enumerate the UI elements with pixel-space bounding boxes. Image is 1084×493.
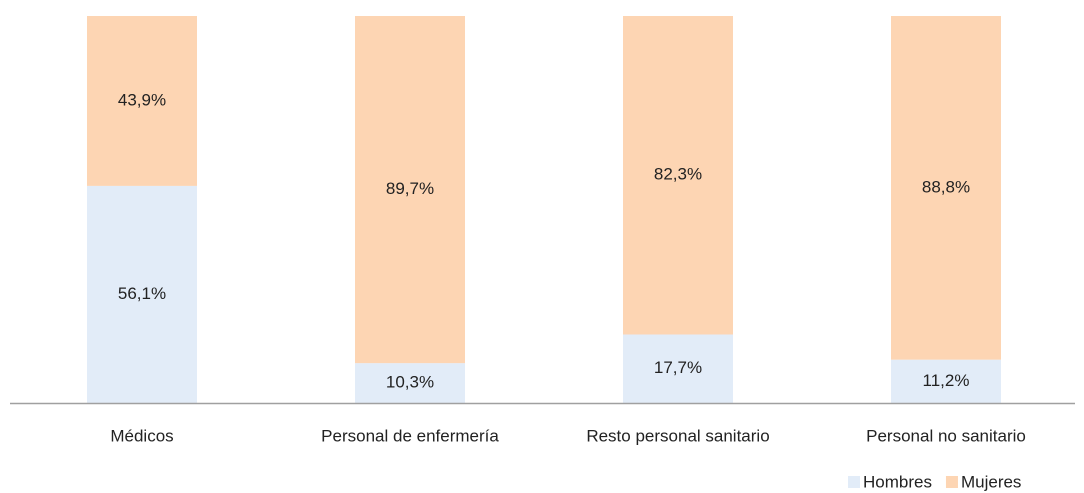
bar-segment: [87, 185, 197, 403]
value-label: 82,3%: [654, 165, 702, 184]
value-label: 11,2%: [923, 371, 970, 390]
value-label: 89,7%: [386, 179, 434, 198]
bar-segment: [87, 16, 197, 186]
value-label: 88,8%: [922, 177, 970, 196]
value-label: 43,9%: [118, 90, 166, 109]
bar-segment: [891, 359, 1001, 403]
bar-segment: [623, 334, 733, 403]
value-label: 10,3%: [386, 373, 434, 392]
bar-segment: [355, 363, 465, 403]
legend-swatch: [945, 476, 958, 488]
bar-segment: [623, 16, 733, 335]
x-tick-label: Resto personal sanitario: [586, 426, 769, 445]
x-tick-label: Personal de enfermería: [321, 426, 499, 445]
bar-segment: [891, 16, 1001, 360]
value-label: 56,1%: [118, 284, 166, 303]
legend-swatch: [848, 476, 860, 488]
x-tick-label: Personal no sanitario: [866, 426, 1026, 445]
legend-label: Mujeres: [961, 472, 1021, 491]
x-tick-label: Médicos: [110, 426, 173, 445]
bar-segment: [355, 16, 465, 364]
legend-label: Hombres: [863, 472, 932, 491]
value-label: 17,7%: [654, 358, 702, 377]
